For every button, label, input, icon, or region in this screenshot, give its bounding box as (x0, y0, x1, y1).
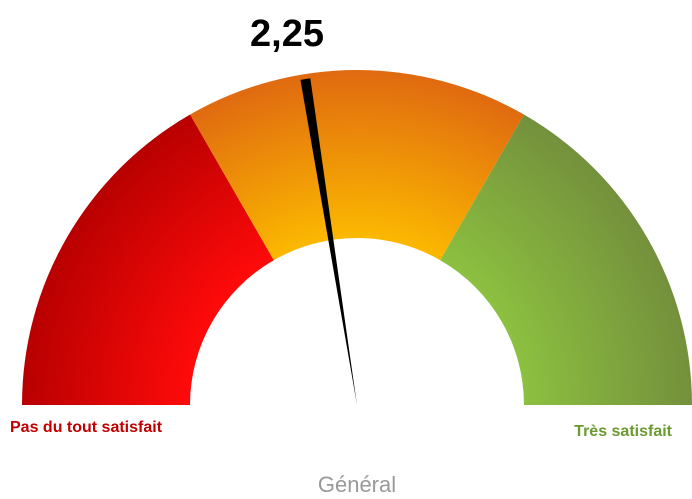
max-label: Très satisfait (574, 423, 673, 440)
gauge-band (440, 114, 692, 406)
needle (300, 78, 357, 406)
gauge-title: Général (318, 472, 396, 497)
value-label: 2,25 (250, 13, 324, 55)
min-label: Pas du tout satisfait (10, 419, 163, 436)
gauge-band (190, 69, 524, 261)
gauge-band (22, 114, 274, 406)
